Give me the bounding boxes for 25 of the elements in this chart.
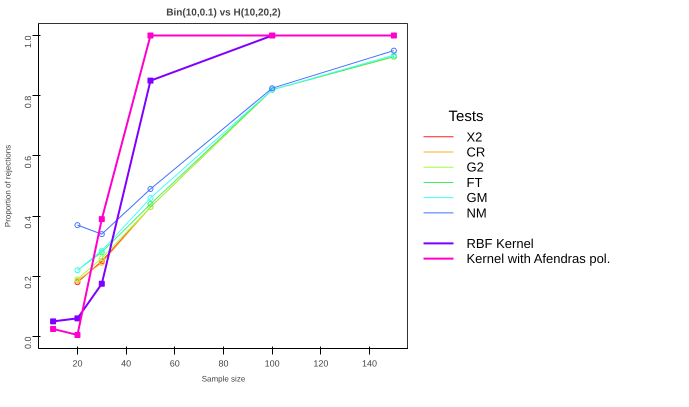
- y-tick-label: 0.6: [23, 156, 33, 168]
- y-axis-title: Proportion of rejections: [4, 144, 12, 228]
- y-tick-label: 0.4: [23, 216, 33, 229]
- x-tick-label: 120: [313, 358, 328, 368]
- legend-label: RBF Kernel: [466, 236, 534, 251]
- x-tick-label: 80: [218, 358, 229, 368]
- legend-label: GM: [466, 190, 488, 206]
- y-tick-label: 1.0: [23, 36, 33, 48]
- x-tick-label: 100: [264, 358, 280, 368]
- y-tick-label: 0.2: [23, 276, 33, 289]
- x-tick-label: 40: [121, 358, 132, 368]
- x-tick-label: 20: [72, 358, 82, 368]
- y-tick-label: 0.0: [23, 336, 33, 349]
- legend-label: G2: [466, 160, 484, 175]
- legend-title: Tests: [448, 108, 484, 126]
- legend-label: FT: [466, 174, 482, 190]
- y-tick-label: 0.8: [23, 96, 33, 108]
- legend-label: Kernel with Afendras pol.: [466, 251, 610, 266]
- legend-label: NM: [466, 205, 487, 220]
- legend-label: X2: [466, 129, 482, 144]
- x-tick-label: 140: [362, 358, 378, 368]
- chart-title: Bin(10,0.1) vs H(10,20,2): [166, 8, 281, 18]
- x-axis-title: Sample size: [202, 374, 246, 384]
- x-tick-label: 60: [170, 358, 180, 368]
- legend-label: CR: [466, 144, 486, 160]
